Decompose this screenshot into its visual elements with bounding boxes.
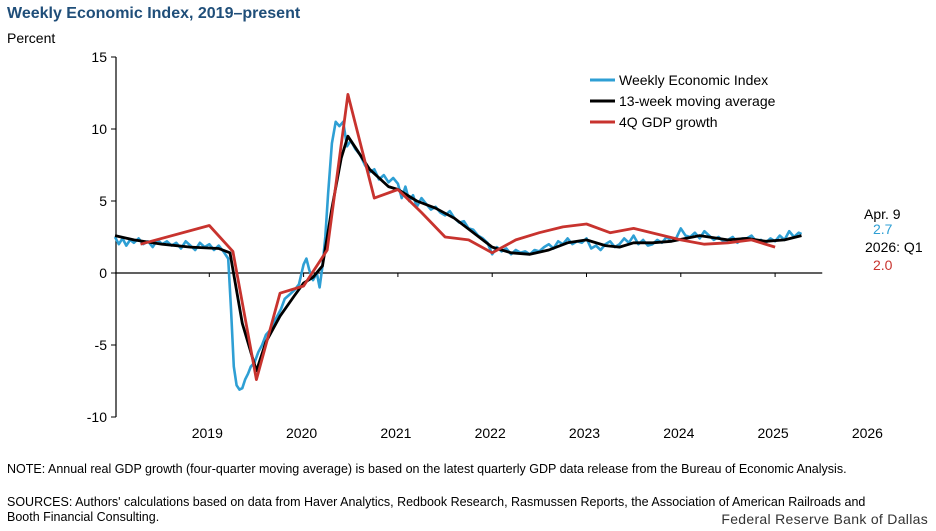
annotation-wei-date: Apr. 9 [864,206,901,222]
x-tick-label: 2022 [475,425,506,441]
x-tick-label: 2021 [380,425,411,441]
series-line-4q-gdp-growth [140,93,776,381]
y-tick-label: 15 [91,49,107,65]
y-tick-label: 5 [99,193,107,209]
x-tick-label: 2025 [758,425,789,441]
annotation-gdp-value: 2.0 [873,257,893,273]
annotation-gdp-period: 2026: Q1 [865,239,923,255]
series-line-13-week-moving-average [114,134,802,373]
annotation-wei-value: 2.7 [873,221,893,237]
x-tick-label: 2023 [569,425,600,441]
note-text: NOTE: Annual real GDP growth (four-quart… [7,462,847,476]
legend-label: Weekly Economic Index [619,72,768,88]
y-tick-label: 10 [91,121,107,137]
chart-title: Weekly Economic Index, 2019–present [7,5,301,22]
y-tick-label: -10 [87,409,107,425]
x-tick-label: 2024 [663,425,694,441]
credit-text: Federal Reserve Bank of Dallas [721,511,928,527]
y-axis-label: Percent [7,30,56,46]
series-line-weekly-economic-index [113,120,803,391]
x-tick-label: 2026 [852,425,883,441]
x-tick-label: 2019 [192,425,223,441]
legend-label: 4Q GDP growth [619,114,718,130]
y-tick-label: -5 [95,337,108,353]
legend: Weekly Economic Index 13-week moving aver… [590,72,776,130]
legend-label: 13-week moving average [619,93,776,109]
sources-text: SOURCES: Authors' calculations based on … [7,495,866,524]
x-tick-label: 2020 [286,425,317,441]
y-tick-label: 0 [99,265,107,281]
